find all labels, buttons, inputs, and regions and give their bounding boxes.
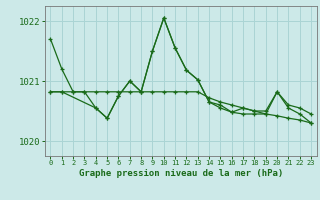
X-axis label: Graphe pression niveau de la mer (hPa): Graphe pression niveau de la mer (hPa) — [79, 169, 283, 178]
